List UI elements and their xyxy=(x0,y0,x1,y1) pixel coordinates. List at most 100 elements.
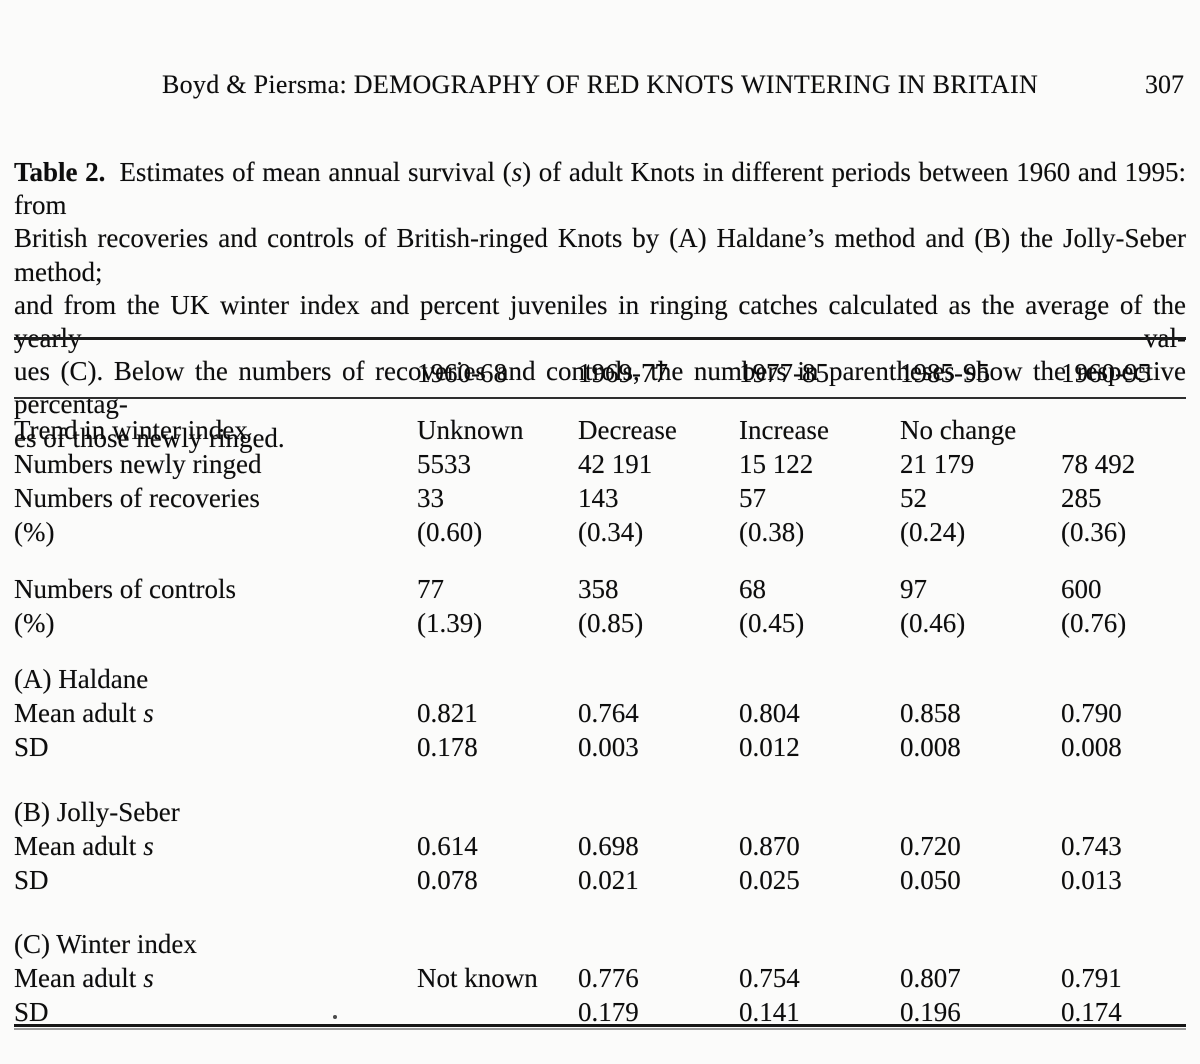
table-cell: 0.050 xyxy=(900,865,961,895)
row-label-text: Numbers of recoveries xyxy=(14,483,260,513)
table-caption: Table 2. Estimates of mean annual surviva… xyxy=(14,156,1186,455)
table-cell xyxy=(900,927,1061,961)
table-cell: 0.012 xyxy=(739,732,800,762)
row-label-text: (A) Haldane xyxy=(14,664,149,694)
table-cell: (0.60) xyxy=(417,517,483,547)
table-cell: Not known xyxy=(417,963,538,993)
row-label-text: SD xyxy=(14,865,49,895)
caption-text: Estimates of mean annual survival ( xyxy=(119,157,512,187)
row-label-text: (C) Winter index xyxy=(14,929,197,959)
table-cell: (0.24) xyxy=(900,517,966,547)
table-cell: 0.008 xyxy=(1061,732,1122,762)
column-header-period: 1977-85 xyxy=(739,358,829,388)
table-cell: 0.179 xyxy=(578,997,639,1027)
row-label-text: Trend in winter index xyxy=(14,415,248,445)
table-cell: (0.34) xyxy=(578,517,644,547)
table-row: Trend in winter index Unknown Decrease Incr… xyxy=(14,413,1186,447)
row-label: Mean adult s xyxy=(14,829,417,863)
column-header-stub xyxy=(14,356,417,390)
table-cell xyxy=(900,795,1061,829)
row-label-italic-s: s xyxy=(143,831,154,861)
table-cell: (0.36) xyxy=(1061,517,1127,547)
caption-text: British recoveries and controls of Briti… xyxy=(14,223,1186,287)
table-cell: 0.003 xyxy=(578,732,639,762)
column-header-period: 1960-68 xyxy=(417,358,507,388)
column-header-period: 1985-95 xyxy=(900,358,990,388)
table-top-rule xyxy=(14,337,1186,340)
table-cell: 0.013 xyxy=(1061,865,1122,895)
row-label-text: Mean adult xyxy=(14,963,137,993)
table-row: SD 0.178 0.003 0.012 0.008 0.008 xyxy=(14,730,1186,764)
caption-label: Table 2. xyxy=(14,157,106,187)
row-label: SD xyxy=(14,995,417,1029)
scan-speck xyxy=(333,1015,337,1019)
row-label-text: (%) xyxy=(14,517,55,547)
table-cell: (0.85) xyxy=(578,608,644,638)
table-cell: (0.38) xyxy=(739,517,805,547)
row-label-text: SD xyxy=(14,997,49,1027)
table-cell: 0.698 xyxy=(578,831,639,861)
table-cell: 52 xyxy=(900,483,927,513)
table-cell: 358 xyxy=(578,574,619,604)
table-cell: 15 122 xyxy=(739,449,814,479)
table-cell: (1.39) xyxy=(417,608,483,638)
table-cell: 0.021 xyxy=(578,865,639,895)
table-cell xyxy=(417,795,578,829)
row-label-text: SD xyxy=(14,732,49,762)
table-row: SD 0.179 0.141 0.196 0.174 xyxy=(14,995,1186,1029)
row-group-gap xyxy=(14,549,1186,572)
table-cell xyxy=(578,927,739,961)
table-cell xyxy=(739,927,900,961)
table-row: Mean adult s Not known 0.776 0.754 0.807 0.791 xyxy=(14,961,1186,995)
table-bottom-rule xyxy=(14,1024,1186,1030)
row-label-text: Mean adult xyxy=(14,831,137,861)
table-cell: 33 xyxy=(417,483,444,513)
table-cell: 0.196 xyxy=(900,997,961,1027)
caption-text: ues (C). Below the numbers of recoveries… xyxy=(14,356,1186,420)
table-cell: 0.720 xyxy=(900,831,961,861)
table-cell xyxy=(417,662,578,696)
table-cell: 0.791 xyxy=(1061,963,1122,993)
table-row: Mean adult s 0.614 0.698 0.870 0.720 0.743 xyxy=(14,829,1186,863)
row-label-text: Numbers newly ringed xyxy=(14,449,262,479)
running-header: Boyd & Piersma: DEMOGRAPHY OF RED KNOTS … xyxy=(14,71,1186,99)
row-label-italic-s: s xyxy=(143,963,154,993)
table-cell: Unknown xyxy=(417,415,524,445)
table-cell: 0.754 xyxy=(739,963,800,993)
bottom-rule-dark-line xyxy=(14,1024,1186,1027)
caption-line: British recoveries and controls of Briti… xyxy=(14,222,1186,288)
table-cell xyxy=(739,662,900,696)
table-cell: 0.776 xyxy=(578,963,639,993)
table-row: (B) Jolly-Seber xyxy=(14,795,1186,829)
table-row: (C) Winter index xyxy=(14,927,1186,961)
caption-text: ) of adult Knots in different periods be… xyxy=(14,157,1186,221)
row-label: Mean adult s xyxy=(14,696,417,730)
table-cell xyxy=(1061,927,1186,961)
row-label-text: (B) Jolly-Seber xyxy=(14,797,180,827)
table-cell xyxy=(900,662,1061,696)
table-cell: 285 xyxy=(1061,483,1102,513)
table-cell: 0.614 xyxy=(417,831,478,861)
table-cell: Increase xyxy=(739,415,829,445)
row-label: (C) Winter index xyxy=(14,927,417,961)
running-header-title: Boyd & Piersma: DEMOGRAPHY OF RED KNOTS … xyxy=(161,70,1039,99)
table-cell xyxy=(739,795,900,829)
table-cell: 5533 xyxy=(417,449,471,479)
table-body: Trend in winter index Unknown Decrease Incr… xyxy=(14,413,1186,1029)
caption-line: Table 2. Estimates of mean annual surviva… xyxy=(14,156,1186,222)
table-row: Numbers of controls 77 358 68 97 600 xyxy=(14,572,1186,606)
table-cell: 0.870 xyxy=(739,831,800,861)
caption-text: and from the UK winter index and percent… xyxy=(14,289,1186,354)
table-cell: No change xyxy=(900,415,1017,445)
table-cell: 600 xyxy=(1061,574,1102,604)
table-cell: 42 191 xyxy=(578,449,653,479)
caption-line: ues (C). Below the numbers of recoveries… xyxy=(14,355,1186,421)
table-cell xyxy=(1061,413,1186,447)
row-group-gap xyxy=(14,764,1186,795)
table-cell: 0.804 xyxy=(739,698,800,728)
row-label: Numbers of controls xyxy=(14,572,417,606)
caption-line: es of those newly ringed. xyxy=(14,422,1186,455)
table-cell: (0.76) xyxy=(1061,608,1127,638)
table-cell: 0.025 xyxy=(739,865,800,895)
table-cell: 0.178 xyxy=(417,732,478,762)
